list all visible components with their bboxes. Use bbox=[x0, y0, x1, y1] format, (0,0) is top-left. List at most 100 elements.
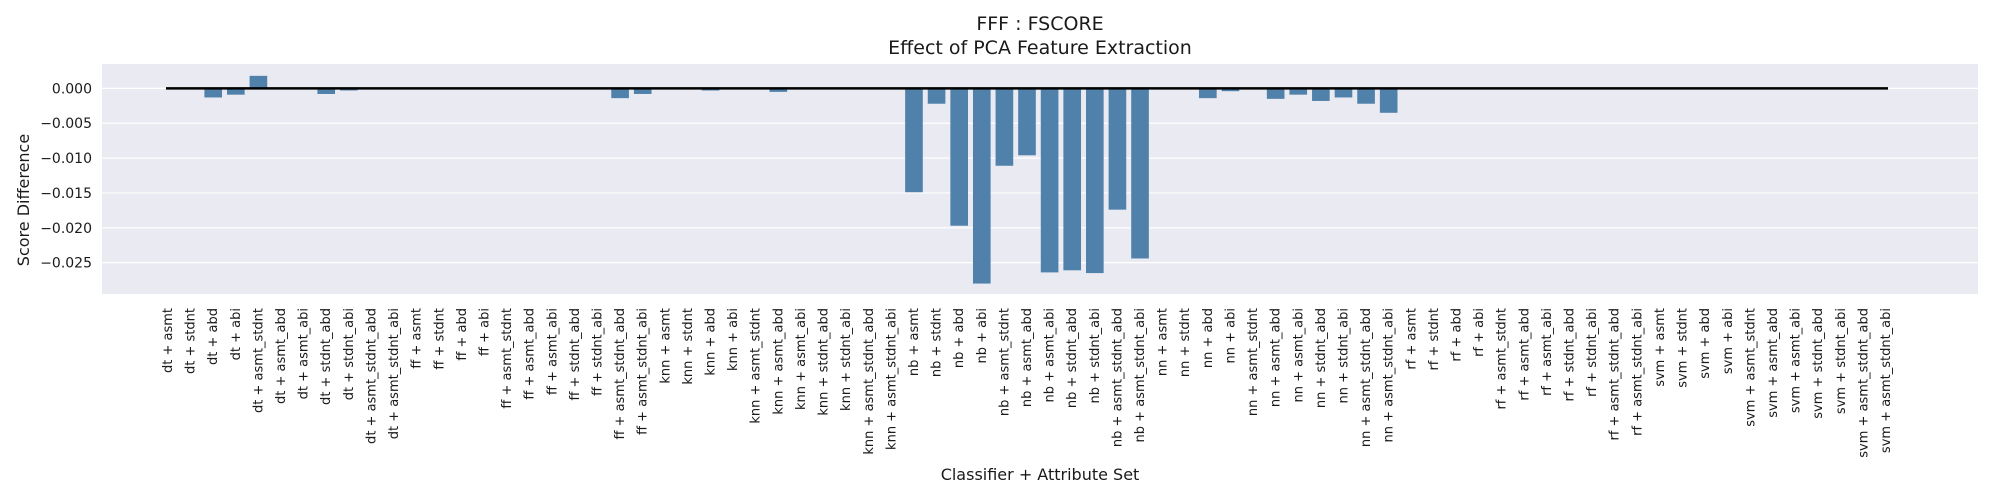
x-tick-label: ff + asmt_stdnt bbox=[500, 308, 515, 409]
x-tick-label: dt + stdnt bbox=[184, 308, 199, 374]
x-tick-label: svm + stdnt_abi bbox=[1834, 308, 1849, 414]
x-tick-label: dt + asmt bbox=[161, 308, 176, 373]
bar bbox=[1312, 88, 1330, 101]
x-tick-label: svm + asmt_stdnt_abd bbox=[1856, 308, 1871, 458]
x-tick-label: nn + asmt_abi bbox=[1291, 308, 1306, 402]
x-tick-label: ff + asmt_abd bbox=[523, 308, 538, 400]
x-tick-label: nb + asmt_stdnt_abi bbox=[1133, 308, 1148, 442]
y-tick-label: −0.025 bbox=[40, 256, 92, 272]
bar bbox=[226, 88, 245, 95]
x-tick-label: rf + asmt_stdnt_abi bbox=[1630, 308, 1645, 436]
x-tick-label: nn + asmt_stdnt bbox=[1246, 308, 1261, 416]
x-tick-label: svm + stdnt_abd bbox=[1811, 308, 1826, 419]
x-tick-label: dt + asmt_abi bbox=[297, 308, 312, 399]
x-tick-label: svm + abd bbox=[1698, 308, 1713, 379]
x-tick-label: nn + stdnt_abd bbox=[1314, 308, 1329, 408]
x-tick-label: nb + asmt bbox=[907, 308, 922, 376]
bar bbox=[1018, 88, 1036, 156]
bar bbox=[769, 88, 788, 92]
x-tick-label: ff + asmt_stdnt_abi bbox=[636, 308, 651, 435]
bar bbox=[1040, 88, 1059, 273]
x-tick-label: knn + asmt_stdnt_abi bbox=[884, 308, 899, 450]
x-tick-label: rf + abi bbox=[1472, 308, 1487, 357]
x-tick-label: nb + abi bbox=[975, 308, 990, 363]
x-tick-label: knn + abi bbox=[726, 308, 741, 371]
bar bbox=[995, 88, 1014, 166]
bar bbox=[204, 88, 223, 98]
bar bbox=[249, 75, 268, 89]
bar bbox=[927, 88, 946, 104]
x-tick-label: nn + asmt_stdnt_abd bbox=[1359, 308, 1374, 447]
x-tick-label: svm + stdnt bbox=[1676, 308, 1691, 388]
x-tick-label: nn + stdnt bbox=[1178, 308, 1193, 377]
x-tick-label: ff + asmt_abi bbox=[545, 308, 560, 395]
bar bbox=[317, 88, 336, 94]
x-tick-label: svm + asmt_stdnt_abi bbox=[1879, 308, 1894, 453]
x-tick-label: dt + asmt_stdnt bbox=[251, 308, 266, 413]
x-tick-label: nn + abi bbox=[1223, 308, 1238, 363]
x-tick-label: svm + asmt bbox=[1653, 308, 1668, 387]
x-tick-label: knn + asmt bbox=[658, 308, 673, 384]
x-tick-label: nb + asmt_stdnt bbox=[997, 308, 1012, 416]
chart-title: FFF : FSCORE bbox=[976, 13, 1103, 35]
x-tick-label: rf + asmt_stdnt_abd bbox=[1608, 308, 1623, 441]
bar bbox=[1334, 88, 1353, 98]
x-tick-label: dt + asmt_abd bbox=[274, 308, 289, 404]
x-tick-label: rf + abd bbox=[1450, 308, 1465, 362]
x-tick-label: nn + asmt_abd bbox=[1269, 308, 1284, 407]
bar bbox=[1131, 88, 1149, 259]
x-tick-label: knn + abd bbox=[704, 308, 719, 376]
bar bbox=[1199, 88, 1217, 99]
x-tick-label: svm + asmt_stdnt bbox=[1743, 308, 1758, 427]
x-tick-label: ff + asmt bbox=[410, 308, 425, 369]
bar bbox=[972, 88, 991, 284]
x-tick-label: rf + asmt bbox=[1404, 308, 1419, 370]
x-tick-label: svm + abi bbox=[1721, 308, 1736, 374]
x-tick-label: dt + asmt_stdnt_abd bbox=[364, 308, 379, 444]
x-tick-label: nn + asmt_stdnt_abi bbox=[1382, 308, 1397, 442]
bar bbox=[1289, 88, 1308, 95]
x-tick-label: ff + abd bbox=[455, 308, 470, 361]
x-tick-label: nb + asmt_abi bbox=[1043, 308, 1058, 402]
y-tick-label: 0.000 bbox=[52, 81, 92, 97]
y-tick-labels: 0.000 −0.005 −0.010 −0.015 −0.020 −0.025 bbox=[40, 81, 92, 271]
x-tick-label: knn + stdnt_abi bbox=[839, 308, 854, 411]
bar bbox=[1266, 88, 1285, 99]
x-tick-label: knn + asmt_abi bbox=[794, 308, 809, 410]
x-tick-label: knn + stdnt bbox=[681, 308, 696, 385]
chart-subtitle: Effect of PCA Feature Extraction bbox=[888, 37, 1192, 59]
x-tick-label: nb + stdnt_abi bbox=[1088, 308, 1103, 403]
x-tick-label: knn + asmt_stdnt bbox=[749, 308, 764, 424]
x-tick-label: svm + asmt_abi bbox=[1789, 308, 1804, 413]
x-tick-label: nb + abd bbox=[952, 308, 967, 368]
x-tick-label: svm + asmt_abd bbox=[1766, 308, 1781, 418]
bar bbox=[1085, 88, 1104, 274]
x-tick-label: ff + stdnt_abd bbox=[568, 308, 583, 401]
bar bbox=[1108, 88, 1127, 210]
x-tick-label: dt + abd bbox=[206, 308, 221, 365]
x-tick-label: knn + stdnt_abd bbox=[817, 308, 832, 416]
x-axis-label: Classifier + Attribute Set bbox=[941, 465, 1140, 484]
x-tick-label: knn + asmt_abd bbox=[771, 308, 786, 415]
plot-area bbox=[102, 64, 1978, 294]
y-tick-label: −0.020 bbox=[40, 221, 92, 237]
bar bbox=[905, 88, 923, 193]
bar bbox=[633, 88, 652, 94]
x-tick-label: nb + asmt_abd bbox=[1020, 308, 1035, 407]
x-tick-label: nb + stdnt bbox=[930, 308, 945, 377]
y-tick-label: −0.010 bbox=[40, 151, 92, 167]
x-tick-label: ff + asmt_stdnt_abd bbox=[613, 308, 628, 440]
x-tick-label: ff + stdnt_abi bbox=[591, 308, 606, 396]
bar bbox=[1379, 88, 1398, 113]
bar bbox=[1063, 88, 1082, 271]
bars bbox=[204, 75, 1398, 284]
bar bbox=[611, 88, 629, 99]
x-tick-label: nn + asmt bbox=[1156, 308, 1171, 376]
x-tick-labels: dt + asmt dt + stdnt dt + abd dt + abi dt + … bbox=[161, 308, 1894, 458]
x-tick-label: dt + abi bbox=[229, 308, 244, 360]
x-tick-label: nb + stdnt_abd bbox=[1065, 308, 1080, 408]
x-tick-label: nn + stdnt_abi bbox=[1336, 308, 1351, 403]
y-tick-label: −0.005 bbox=[40, 116, 92, 132]
x-tick-label: rf + stdnt bbox=[1427, 308, 1442, 371]
